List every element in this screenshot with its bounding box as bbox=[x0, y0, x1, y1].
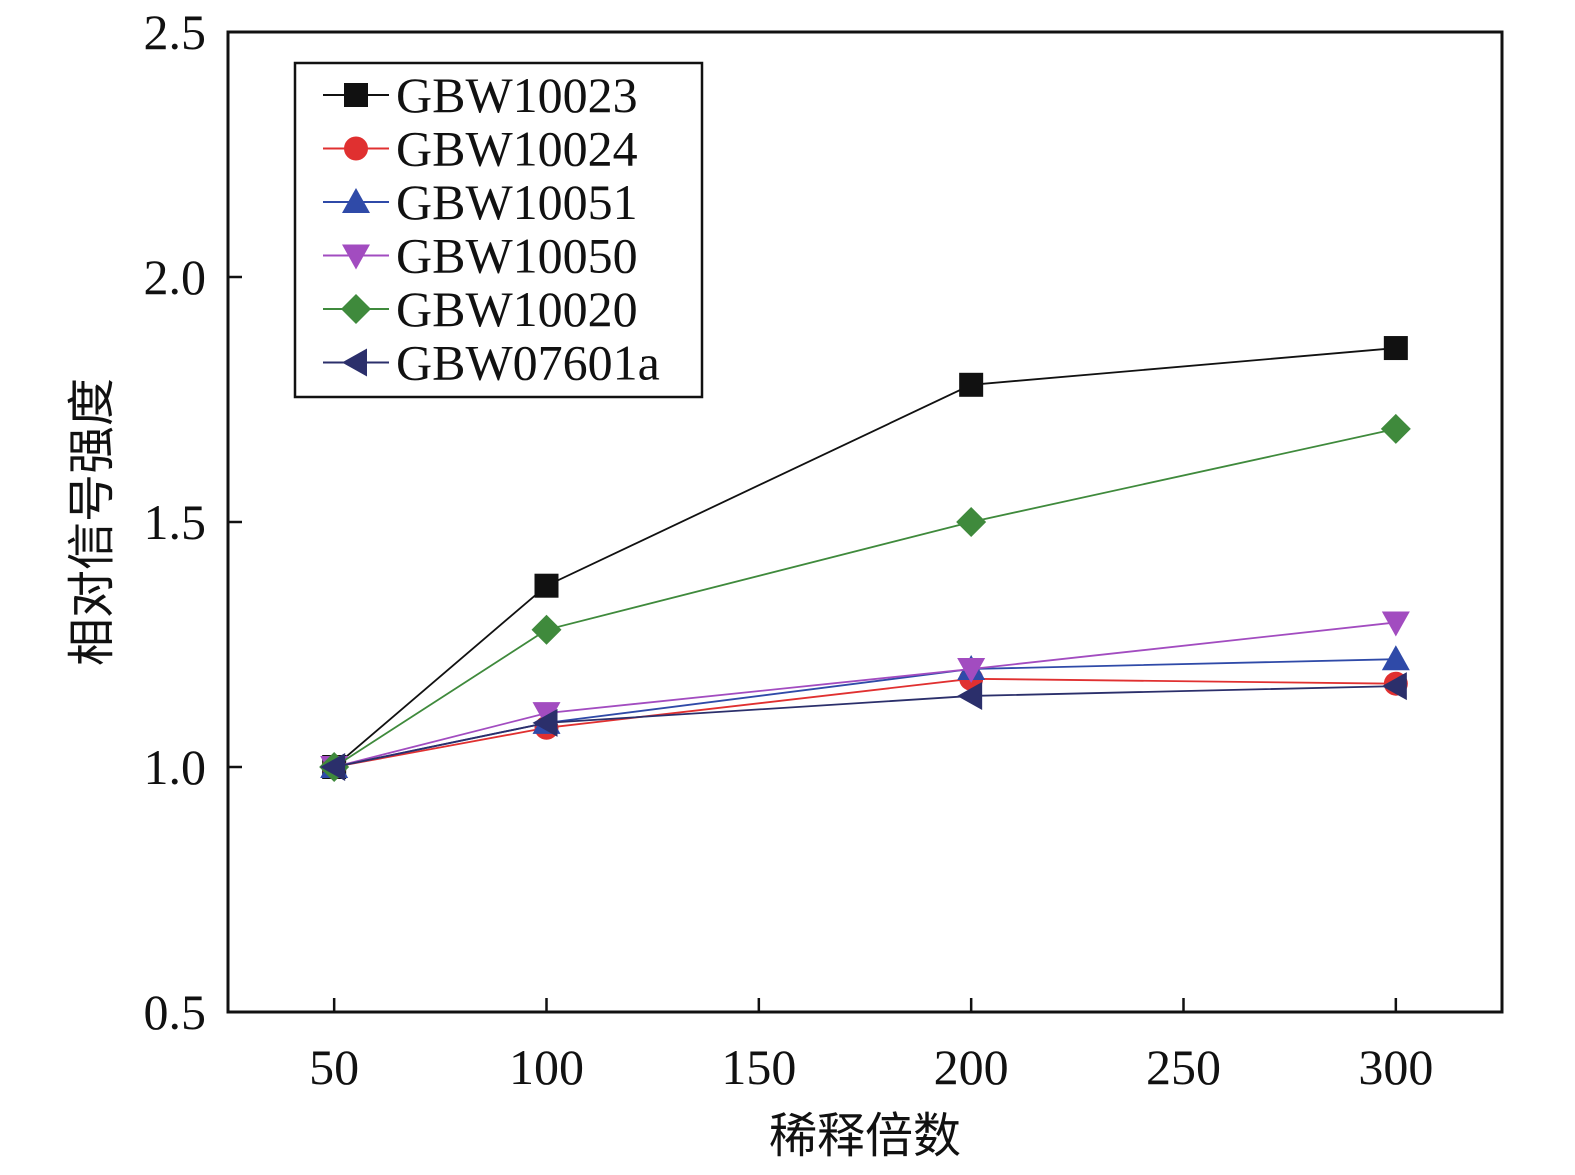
series-line bbox=[334, 677, 1396, 768]
legend-label: GBW10023 bbox=[396, 67, 638, 123]
legend-entry: GBW10024 bbox=[323, 121, 638, 177]
series-line bbox=[333, 621, 1396, 768]
x-tick-label: 50 bbox=[309, 1039, 359, 1095]
triangle-left-marker bbox=[532, 708, 558, 737]
square-marker bbox=[959, 372, 984, 397]
legend-entry: GBW10023 bbox=[323, 67, 638, 123]
series-line bbox=[333, 347, 1396, 768]
legend-entry: GBW07601a bbox=[323, 335, 660, 391]
y-tick-label: 1.0 bbox=[144, 739, 207, 795]
y-tick-label: 0.5 bbox=[144, 984, 207, 1040]
y-tick-label: 2.0 bbox=[144, 249, 207, 305]
y-tick-label: 1.5 bbox=[144, 494, 207, 550]
legend-entry: GBW10051 bbox=[323, 174, 638, 230]
series-GBW10051 bbox=[320, 645, 1410, 778]
x-tick-label: 100 bbox=[509, 1039, 584, 1095]
triangle-down-marker bbox=[532, 702, 561, 728]
triangle-down-marker bbox=[342, 244, 370, 270]
series-line bbox=[333, 658, 1396, 768]
triangle-up-marker bbox=[1381, 645, 1410, 671]
triangle-down-marker bbox=[1381, 611, 1410, 637]
series-layer bbox=[319, 336, 1411, 782]
legend-label: GBW10024 bbox=[396, 121, 638, 177]
y-tick-label: 2.5 bbox=[144, 4, 207, 60]
legend-entry: GBW10050 bbox=[323, 228, 638, 284]
series-line bbox=[333, 685, 1396, 768]
series-GBW07601a bbox=[320, 672, 1407, 781]
x-tick-label: 150 bbox=[721, 1039, 796, 1095]
triangle-left-marker bbox=[1381, 672, 1407, 701]
legend-box bbox=[293, 61, 704, 399]
circle-marker bbox=[344, 136, 368, 161]
legend-label: GBW10020 bbox=[396, 281, 638, 337]
square-marker bbox=[1383, 336, 1408, 361]
square-marker bbox=[344, 83, 368, 107]
x-axis-ticks: 50 100 150 200 250 300 bbox=[309, 998, 1433, 1095]
y-axis-title: 相对信号强度 bbox=[64, 378, 120, 666]
legend: GBW10023GBW10024GBW10051GBW10050GBW10020… bbox=[293, 61, 704, 399]
legend-items: GBW10023GBW10024GBW10051GBW10050GBW10020… bbox=[323, 67, 660, 391]
x-tick-label: 200 bbox=[934, 1039, 1009, 1095]
series-line bbox=[333, 428, 1397, 768]
diamond-marker bbox=[956, 507, 987, 537]
legend-label: GBW10050 bbox=[396, 228, 638, 284]
triangle-up-marker bbox=[342, 188, 370, 213]
triangle-left-marker bbox=[342, 348, 367, 377]
legend-entry: GBW10020 bbox=[323, 281, 638, 337]
legend-label: GBW07601a bbox=[396, 335, 660, 391]
x-tick-label: 250 bbox=[1146, 1039, 1221, 1095]
x-tick-label: 300 bbox=[1358, 1039, 1433, 1095]
y-axis-ticks: 0.5 1.0 1.5 2.0 2.5 bbox=[144, 4, 242, 1040]
series-GBW10024 bbox=[322, 666, 1408, 779]
square-marker bbox=[534, 573, 559, 598]
legend-label: GBW10051 bbox=[396, 174, 638, 230]
diamond-marker bbox=[531, 614, 562, 645]
x-axis-title: 稀释倍数 bbox=[769, 1108, 961, 1164]
series-GBW10020 bbox=[319, 413, 1411, 782]
triangle-left-marker bbox=[957, 681, 983, 710]
diamond-marker bbox=[1380, 413, 1411, 444]
triangle-left-marker bbox=[320, 753, 346, 781]
series-GBW10023 bbox=[322, 336, 1408, 779]
triangle-down-marker bbox=[957, 658, 986, 683]
series-GBW10050 bbox=[320, 611, 1410, 781]
diamond-marker bbox=[341, 294, 371, 324]
